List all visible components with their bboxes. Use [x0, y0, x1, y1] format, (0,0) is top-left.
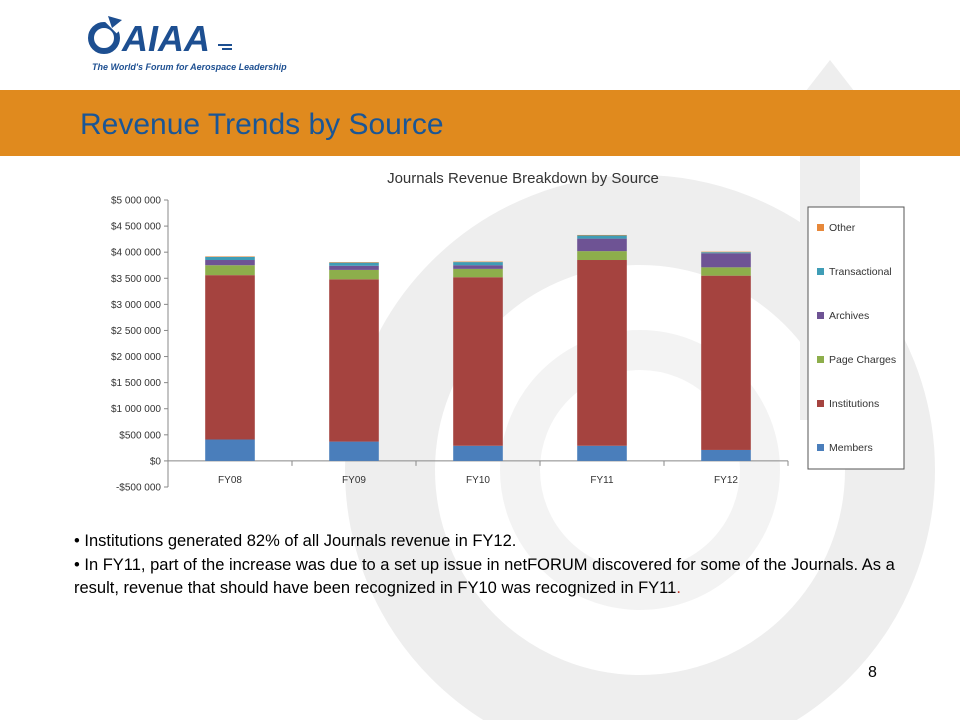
bar-members — [453, 445, 503, 461]
bar-transactional — [329, 262, 379, 266]
bar-page-charges — [577, 251, 627, 261]
bar-other — [205, 256, 255, 257]
bar-page-charges — [453, 268, 503, 278]
bar-institutions — [205, 275, 255, 440]
x-tick-label: FY09 — [342, 475, 366, 486]
legend-label: Archives — [829, 310, 869, 322]
legend-swatch — [817, 444, 824, 451]
bar-archives — [329, 265, 379, 270]
legend-label: Page Charges — [829, 354, 896, 366]
legend-swatch — [817, 356, 824, 363]
logo-wordmark: AIAA — [121, 18, 210, 59]
bar-institutions — [577, 260, 627, 446]
legend-swatch — [817, 224, 824, 231]
y-tick-label: $1 000 000 — [111, 404, 161, 415]
bar-members — [577, 445, 627, 461]
y-axis: -$500 000 $0 $500 000 $1 000 000 $1 500 000 $… — [111, 196, 169, 494]
y-tick-label: $4 500 000 — [111, 222, 161, 233]
y-tick-label: $2 000 000 — [111, 352, 161, 363]
bar-other — [577, 234, 627, 236]
bar-archives — [577, 238, 627, 252]
y-tick-label: $3 000 000 — [111, 300, 161, 311]
revenue-chart-svg: Journals Revenue Breakdown by Source -$5… — [111, 170, 905, 494]
chart-title: Journals Revenue Breakdown by Source — [387, 170, 659, 187]
bar-page-charges — [329, 269, 379, 280]
bar-institutions — [453, 277, 503, 446]
bar-series — [205, 234, 751, 461]
slide-title: Revenue Trends by Source — [80, 108, 444, 141]
note-institutions: • Institutions generated 82% of all Jour… — [74, 532, 517, 550]
x-axis: FY08 FY09 FY10 FY11 FY12 — [167, 460, 789, 486]
legend: Other Transactional Archives Page Charges In… — [807, 206, 905, 470]
aiaa-logo: AIAA The World's Forum for Aerospace Lea… — [88, 14, 287, 78]
notes: • Institutions generated 82% of all Jour… — [74, 530, 904, 601]
x-tick-label: FY12 — [714, 475, 738, 486]
bar-archives — [453, 265, 503, 269]
y-tick-label: -$500 000 — [116, 483, 161, 494]
aiaa-logo-mark: AIAA — [88, 16, 232, 59]
bar-other — [453, 261, 503, 263]
logo-tagline: The World's Forum for Aerospace Leadersh… — [92, 62, 287, 72]
y-tick-label: $5 000 000 — [111, 196, 161, 207]
y-tick-label: $3 500 000 — [111, 274, 161, 285]
title-band — [0, 90, 960, 156]
bar-institutions — [701, 275, 751, 450]
bar-members — [701, 449, 751, 461]
legend-box — [807, 206, 905, 470]
bar-members — [205, 439, 255, 461]
x-tick-label: FY11 — [590, 475, 614, 486]
note-fy11: • In FY11, part of the increase was due … — [74, 554, 904, 601]
note-fy11-period: . — [676, 579, 681, 597]
page-number: 8 — [868, 664, 877, 681]
legend-label: Other — [829, 222, 856, 234]
x-tick-label: FY10 — [466, 475, 490, 486]
bar-other — [701, 251, 751, 253]
y-tick-label: $1 500 000 — [111, 378, 161, 389]
legend-swatch — [817, 400, 824, 407]
y-tick-label: $0 — [150, 456, 162, 467]
bar-page-charges — [205, 265, 255, 276]
legend-label: Institutions — [829, 398, 879, 410]
legend-swatch — [817, 312, 824, 319]
bar-archives — [205, 260, 255, 266]
bar-institutions — [329, 279, 379, 442]
bar-transactional — [205, 256, 255, 261]
y-tick-label: $500 000 — [119, 430, 161, 441]
y-tick-label: $2 500 000 — [111, 326, 161, 337]
bar-page-charges — [701, 267, 751, 276]
bar-transactional — [453, 262, 503, 266]
y-tick-label: $4 000 000 — [111, 248, 161, 259]
revenue-chart: Journals Revenue Breakdown by Source -$5… — [88, 160, 918, 500]
bar-other — [329, 262, 379, 263]
bar-transactional — [701, 252, 751, 254]
bar-archives — [701, 253, 751, 268]
legend-label: Members — [829, 442, 873, 454]
x-tick-label: FY08 — [218, 475, 242, 486]
bar-members — [329, 441, 379, 461]
legend-label: Transactional — [829, 266, 892, 278]
legend-swatch — [817, 268, 824, 275]
note-fy11-text: • In FY11, part of the increase was due … — [74, 555, 895, 598]
bar-transactional — [577, 235, 627, 239]
